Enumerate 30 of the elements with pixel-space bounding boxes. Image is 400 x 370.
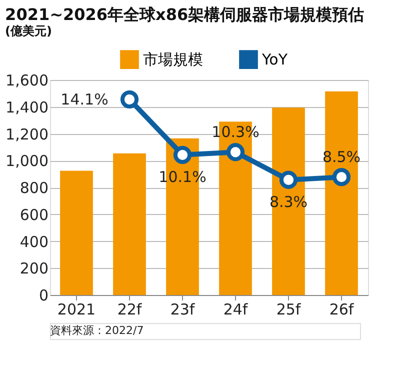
point bbox=[120, 90, 139, 108]
point bbox=[226, 143, 245, 162]
y-tick-label: 1,400 bbox=[6, 98, 48, 116]
point bbox=[173, 146, 192, 164]
legend-label: YoY bbox=[261, 50, 288, 69]
point bbox=[332, 168, 351, 186]
y-tick-label: 200 bbox=[20, 260, 48, 278]
legend-label: 市場規模 bbox=[143, 50, 203, 69]
x-tick-label: 25f bbox=[276, 300, 302, 318]
x-tick-label: 24f bbox=[223, 300, 248, 318]
x-tick-label: 2021 bbox=[57, 300, 96, 318]
x-tick-label: 22f bbox=[117, 300, 142, 318]
y-tick-label: 0 bbox=[38, 286, 48, 304]
y-tick-label: 1,000 bbox=[6, 152, 48, 170]
x-tick-label: 26f bbox=[329, 300, 354, 318]
point bbox=[279, 170, 298, 189]
y-tick-label: 400 bbox=[20, 232, 48, 251]
data-label: 14.1% bbox=[60, 90, 108, 108]
chart-title: 2021~2026年全球x86架構伺服器市場規模預估 bbox=[5, 5, 364, 24]
y-tick-label: 1,600 bbox=[6, 72, 48, 90]
y-tick-label: 1,200 bbox=[6, 125, 48, 144]
bar bbox=[272, 108, 305, 295]
bar bbox=[60, 170, 93, 295]
source-note: 資料來源：2022/7 bbox=[50, 324, 144, 337]
bar bbox=[113, 153, 146, 295]
x-tick-label: 23f bbox=[170, 300, 196, 318]
y-tick-label: 600 bbox=[20, 206, 48, 224]
chart-subtitle: (億美元) bbox=[5, 24, 52, 38]
y-tick-label: 800 bbox=[20, 179, 48, 197]
bar bbox=[325, 91, 358, 295]
